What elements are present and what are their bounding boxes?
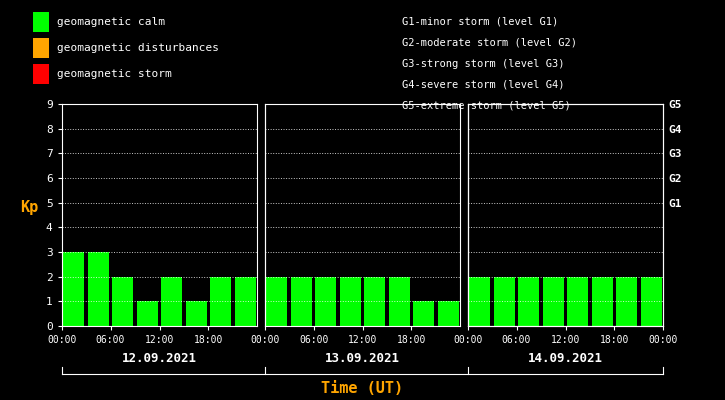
Bar bbox=[494, 277, 515, 326]
Y-axis label: Kp: Kp bbox=[20, 200, 38, 215]
Bar bbox=[592, 277, 613, 326]
Bar bbox=[438, 301, 459, 326]
Bar bbox=[518, 277, 539, 326]
Bar bbox=[112, 277, 133, 326]
Bar bbox=[413, 301, 434, 326]
Bar bbox=[266, 277, 287, 326]
Text: 12.09.2021: 12.09.2021 bbox=[122, 352, 197, 364]
Bar bbox=[364, 277, 386, 326]
Text: geomagnetic calm: geomagnetic calm bbox=[57, 17, 165, 27]
Bar bbox=[389, 277, 410, 326]
Bar bbox=[291, 277, 312, 326]
Bar bbox=[339, 277, 361, 326]
Bar bbox=[640, 277, 662, 326]
Bar bbox=[161, 277, 182, 326]
Bar bbox=[616, 277, 637, 326]
Text: G5-extreme storm (level G5): G5-extreme storm (level G5) bbox=[402, 100, 571, 110]
Text: G3-strong storm (level G3): G3-strong storm (level G3) bbox=[402, 59, 565, 69]
Bar bbox=[63, 252, 84, 326]
Bar bbox=[234, 277, 256, 326]
Bar bbox=[315, 277, 336, 326]
Text: G1-minor storm (level G1): G1-minor storm (level G1) bbox=[402, 17, 559, 27]
Bar bbox=[210, 277, 231, 326]
Bar bbox=[88, 252, 109, 326]
Bar bbox=[186, 301, 207, 326]
Text: G4-severe storm (level G4): G4-severe storm (level G4) bbox=[402, 80, 565, 90]
Text: Time (UT): Time (UT) bbox=[321, 381, 404, 396]
Bar bbox=[567, 277, 588, 326]
Text: 14.09.2021: 14.09.2021 bbox=[528, 352, 603, 364]
Text: G2-moderate storm (level G2): G2-moderate storm (level G2) bbox=[402, 38, 577, 48]
Bar bbox=[136, 301, 158, 326]
Text: geomagnetic disturbances: geomagnetic disturbances bbox=[57, 43, 218, 53]
Bar bbox=[469, 277, 490, 326]
Bar bbox=[542, 277, 564, 326]
Text: 13.09.2021: 13.09.2021 bbox=[325, 352, 400, 364]
Text: geomagnetic storm: geomagnetic storm bbox=[57, 69, 171, 79]
